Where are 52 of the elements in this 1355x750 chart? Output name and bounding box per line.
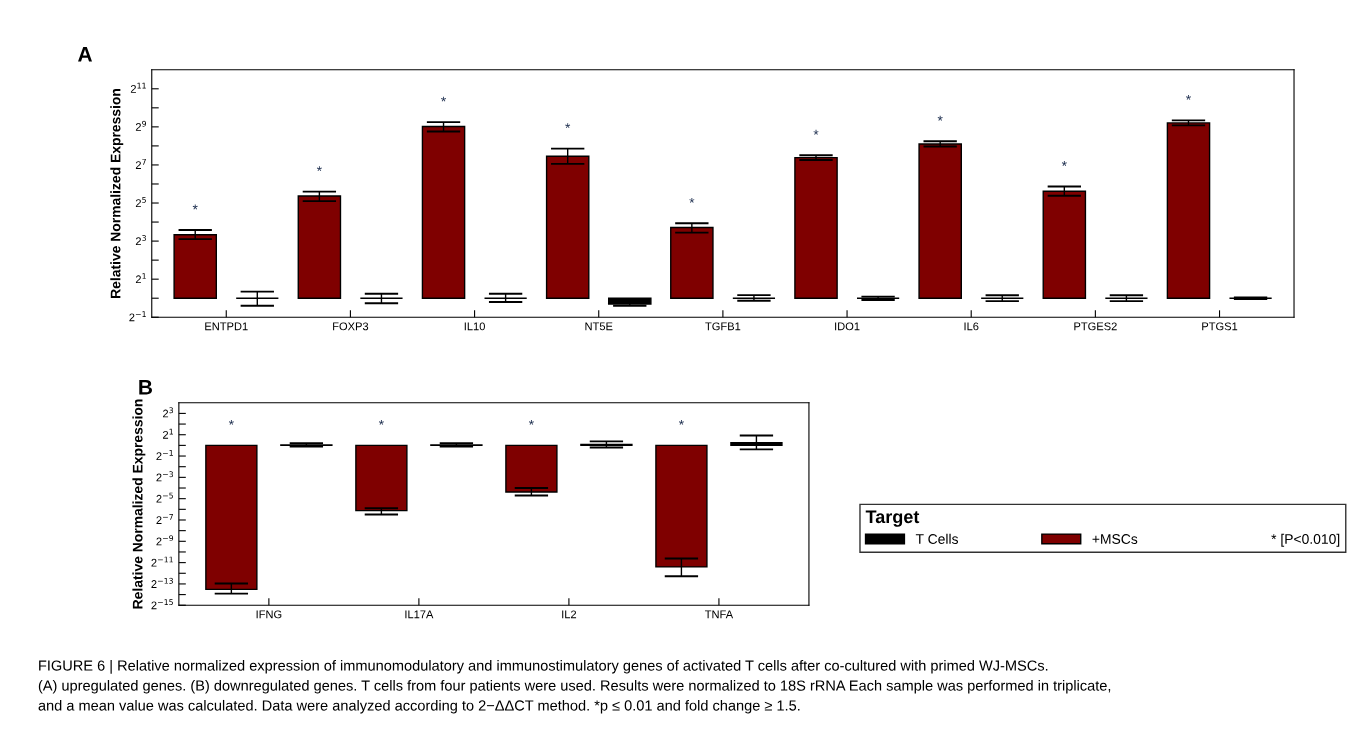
annotation: *	[528, 419, 534, 425]
annotation: *	[192, 204, 198, 210]
annotation: *	[565, 123, 571, 129]
y-tick-label: 2$^{−1}$	[129, 311, 146, 322]
x-tick-label: ENTPD1	[205, 322, 248, 331]
legend-title: Target	[865, 510, 920, 527]
x-tick-label: TNFA	[704, 610, 734, 619]
y-tick-label: 2$^{−1}$	[156, 450, 173, 460]
y-tick-label: 2$^{−11}$	[151, 556, 173, 567]
chart-title: B	[139, 380, 152, 395]
x-tick-label: TGFB1	[705, 322, 741, 331]
legend-label: +MSCs	[1092, 534, 1138, 544]
y-axis-title: Relative Normalized Expression	[110, 88, 124, 298]
annotation: *	[937, 115, 943, 121]
annotation: *	[689, 197, 695, 203]
x-tick-label: IL2	[562, 610, 577, 619]
y-tick-label: 2$^{−3}$	[156, 471, 174, 482]
y-tick-label: 2$^{5}$	[135, 197, 146, 207]
x-tick-label: IL10	[464, 322, 485, 331]
chart-title: A	[78, 47, 93, 62]
y-tick-label: 2$^{9}$	[135, 120, 147, 131]
x-tick-label: NT5E	[585, 322, 613, 331]
annotation: *	[316, 166, 322, 172]
y-tick-label: 2$^{−13}$	[151, 577, 173, 588]
x-tick-label: PTGS1	[1202, 322, 1238, 331]
annotation: *	[378, 419, 384, 425]
caption: FIGURE 6 | Relative normalized expression of immunomodulatory and immunostimulatory genes of activated T cells after co-cultured with primed WJ-MSCs. (A) upregulated genes. (B) downregulated genes. T cells from four patients were used. Results were normalized to 18S rRNA Each sample was performed in triplicate, and a mean value was calculated. Data were analyzed according to 2−ΔΔCT method. *p ≤ 0.01 and fold change ≥ 1.5.	[38, 660, 1111, 714]
y-tick-label: 2$^{3}$	[163, 407, 174, 418]
x-tick-label: FOXP3	[333, 322, 369, 331]
y-tick-label: 2$^{−5}$	[156, 492, 173, 503]
x-tick-label: IL6	[964, 322, 979, 331]
y-tick-label: 2$^{11}$	[130, 82, 146, 93]
y-tick-label: 2$^{1}$	[163, 428, 173, 439]
x-tick-label: IL17A	[405, 610, 434, 619]
y-tick-label: 2$^{1}$	[135, 273, 146, 284]
y-tick-label: 2$^{7}$	[135, 158, 146, 169]
annotation: *	[441, 96, 447, 102]
y-tick-label: 2$^{−15}$	[151, 599, 173, 610]
text: * [P<0.010]	[1271, 533, 1340, 547]
x-tick-label: PTGES2	[1074, 322, 1117, 331]
y-axis-title: Relative Normalized Expression	[132, 399, 146, 609]
x-tick-label: IDO1	[835, 322, 860, 331]
annotation: *	[228, 419, 234, 425]
annotation: *	[1186, 94, 1191, 100]
legend-label: T Cells	[915, 533, 959, 544]
y-tick-label: 2$^{3}$	[135, 235, 146, 246]
annotation: *	[678, 419, 684, 425]
x-tick-label: IFNG	[256, 610, 282, 619]
y-tick-label: 2$^{−9}$	[156, 535, 174, 546]
y-tick-label: 2$^{−7}$	[156, 514, 173, 524]
annotation: *	[813, 129, 819, 135]
annotation: *	[1061, 161, 1067, 166]
